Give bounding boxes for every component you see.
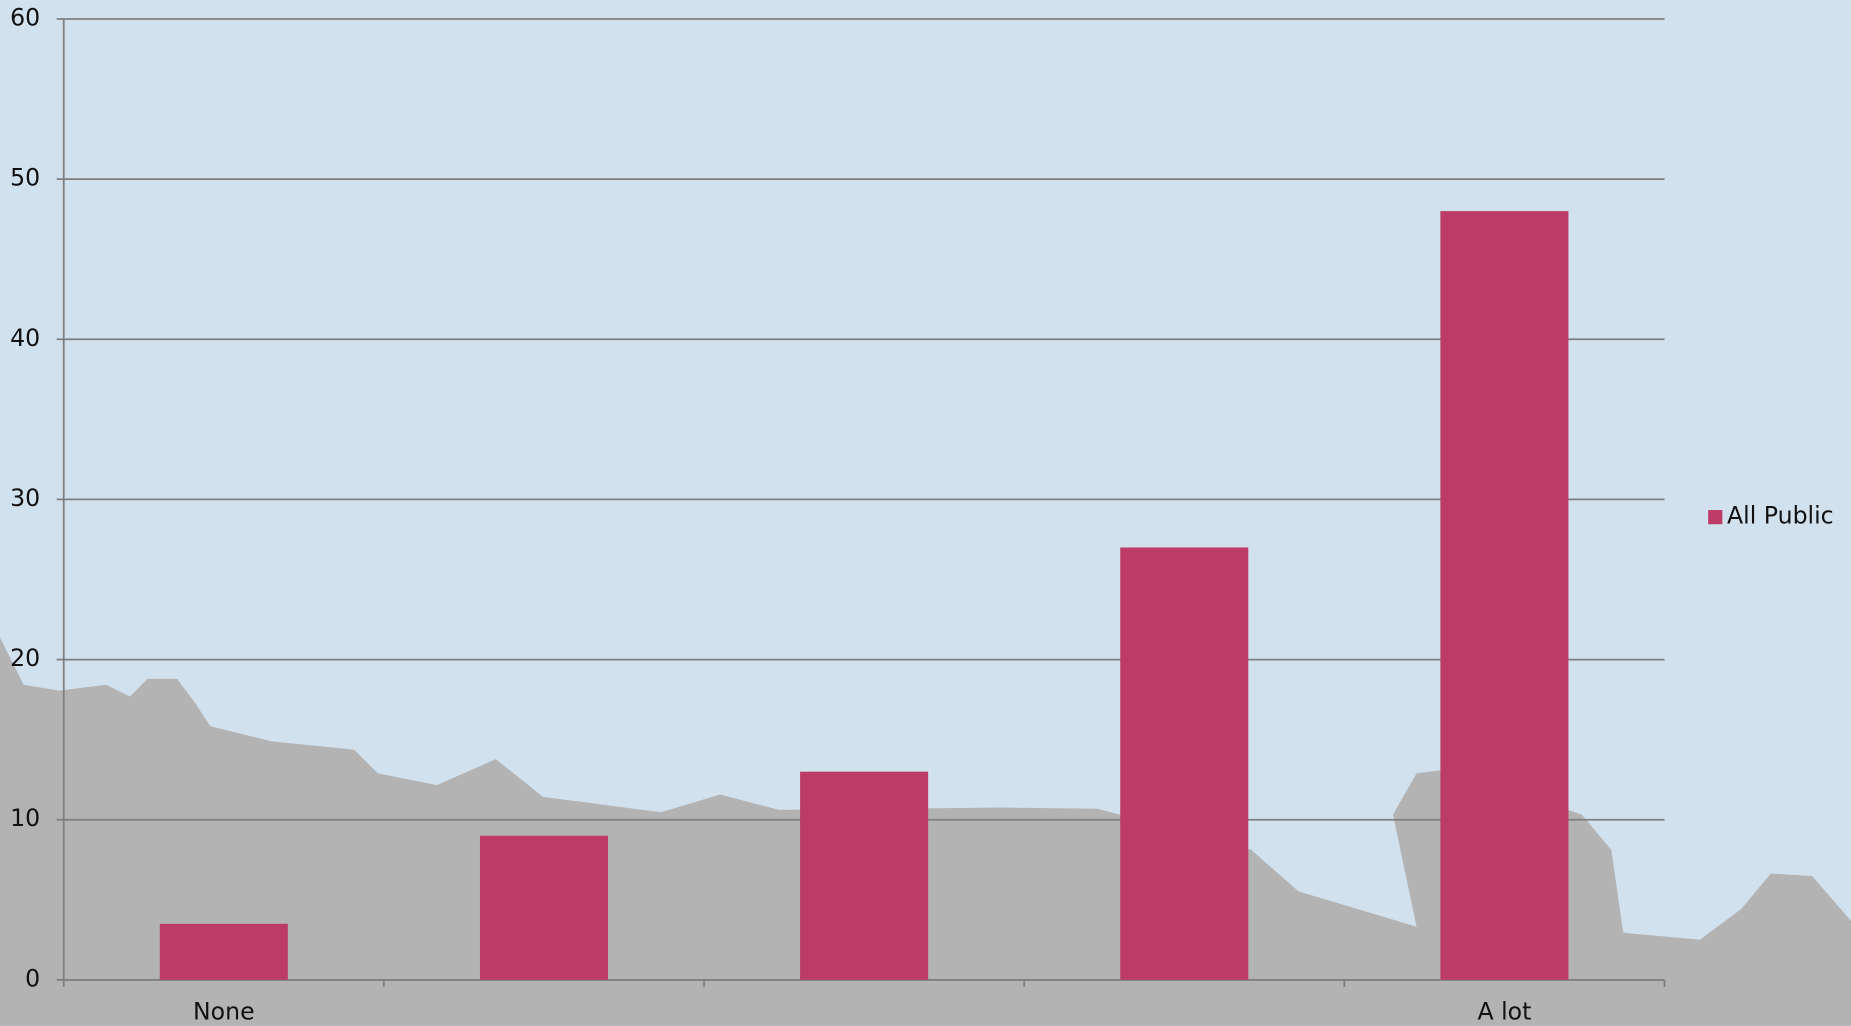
- bar: [1120, 547, 1249, 980]
- bar: [1440, 211, 1569, 980]
- bar: [800, 771, 929, 980]
- bar: [159, 923, 288, 980]
- x-tick-label: A lot: [1477, 997, 1531, 1025]
- x-tick-label: None: [193, 997, 255, 1025]
- y-tick-label: 20: [10, 644, 40, 672]
- legend-swatch: [1708, 510, 1723, 525]
- y-tick-label: 60: [10, 3, 40, 31]
- y-tick-label: 50: [10, 164, 40, 192]
- plot-area: 0 10 20 30 40 50 60 None A lot All Public: [10, 3, 1834, 1025]
- y-tick-label: 30: [10, 484, 40, 512]
- y-tick-label: 40: [10, 324, 40, 352]
- legend-label: All Public: [1727, 502, 1834, 530]
- y-tick-label: 10: [10, 804, 40, 832]
- y-tick-label: 0: [25, 964, 40, 992]
- bar: [479, 835, 608, 980]
